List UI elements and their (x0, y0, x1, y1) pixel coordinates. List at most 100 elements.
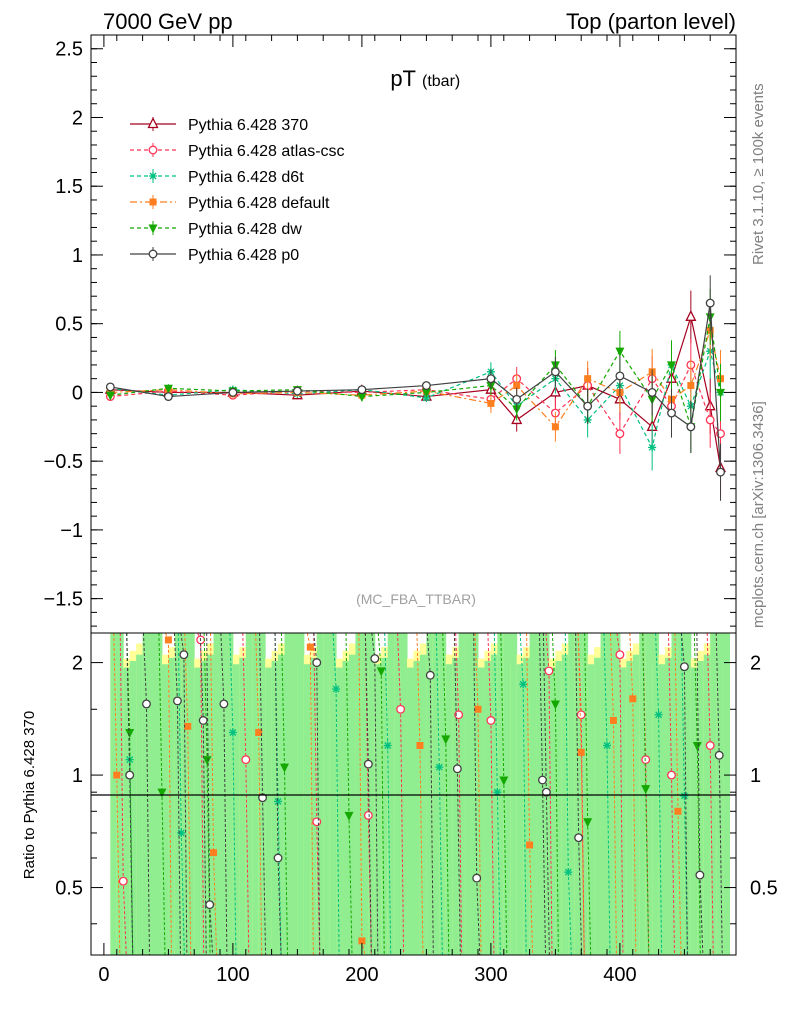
ratio-point (205, 900, 215, 910)
ratio-point (641, 755, 651, 765)
band-green (303, 664, 311, 955)
band-green (478, 667, 485, 955)
ratio-line (500, 632, 505, 781)
ratio-point (452, 764, 462, 774)
data-point (686, 422, 696, 432)
data-point (487, 399, 495, 407)
data-point (513, 382, 521, 390)
band-green (374, 664, 382, 955)
data-point (163, 384, 173, 394)
band-green (252, 633, 260, 955)
ratio-line (655, 632, 660, 715)
data-point (615, 347, 625, 357)
ratio-point (312, 817, 322, 827)
band-green (703, 654, 711, 955)
band-green (110, 633, 118, 955)
x-tick-label: 0 (98, 964, 109, 986)
band-green (265, 667, 273, 955)
data-point (667, 361, 676, 371)
ratio-line (542, 632, 547, 793)
ratio-point (493, 788, 502, 797)
ratio-point (157, 788, 167, 798)
ratio-line (551, 632, 556, 704)
ratio-line (619, 654, 624, 956)
ratio-line (493, 632, 498, 793)
ratio-line (284, 767, 288, 956)
ratio-y-tick-label-right: 0.5 (750, 878, 778, 900)
ratio-line (184, 632, 189, 727)
main-y-tick-label: −0.5 (44, 451, 83, 473)
band-green (323, 633, 331, 955)
ratio-point (142, 699, 151, 709)
ratio-point (280, 763, 289, 773)
band-green (349, 654, 356, 955)
band-green (548, 667, 556, 955)
ratio-point (615, 650, 625, 660)
band-green (613, 633, 621, 955)
ratio-point (641, 785, 651, 795)
legend-marker (149, 172, 157, 180)
ratio-point (654, 710, 663, 719)
band-green (207, 654, 215, 955)
ratio-line (177, 632, 182, 833)
ratio-point (358, 937, 366, 945)
data-point (228, 387, 238, 397)
band-green (607, 633, 614, 955)
band-green (194, 667, 202, 955)
band-green (587, 664, 595, 955)
ratio-y-tick-label-right: 1 (750, 765, 761, 787)
legend-label: Pythia 6.428 370 (188, 117, 308, 134)
band-green (123, 667, 131, 955)
band-green (336, 667, 344, 955)
ratio-point (312, 658, 322, 668)
data-point (357, 393, 367, 403)
ratio-point (629, 695, 637, 703)
band-green (536, 633, 543, 955)
ratio-line (438, 767, 443, 956)
legend-marker (148, 145, 158, 155)
band-green (419, 654, 427, 955)
ratio-point (306, 643, 314, 651)
ratio-point (454, 710, 464, 720)
data-point (716, 467, 725, 477)
ratio-point (383, 741, 392, 750)
ratio-point (179, 650, 189, 660)
ratio-line (429, 675, 434, 956)
ratio-panel: 0.5 0.5 1 1 2 2 0 100 200 300 400 Ratio to Pythia… (21, 35, 778, 986)
band-green (161, 664, 169, 955)
data-point (163, 392, 173, 401)
band-green (652, 633, 660, 955)
x-tick-label: 200 (345, 964, 378, 986)
ratio-y-tick-label: 0.5 (55, 878, 83, 900)
x-tick-label: 100 (216, 964, 249, 986)
ratio-line (526, 632, 531, 845)
ratio-line (587, 821, 592, 956)
ratio-y-label: Ratio to Pythia 6.428 370 (21, 711, 38, 879)
data-point (583, 401, 593, 411)
ratio-line (259, 632, 264, 798)
ratio-line (699, 875, 704, 956)
ratio-point (118, 876, 128, 886)
data-point (584, 375, 592, 383)
ratio-line (668, 632, 672, 776)
ratio-line (426, 632, 431, 676)
legend-marker (148, 224, 158, 234)
ratio-line (567, 872, 572, 956)
band-green (600, 633, 608, 955)
ratio-line (258, 732, 263, 956)
ratio-point (695, 870, 705, 880)
band-green (329, 633, 337, 955)
x-tick-label: 300 (474, 964, 507, 986)
ratio-point (125, 770, 135, 780)
ratio-line (187, 726, 192, 956)
ratio-point (202, 756, 212, 766)
ratio-point (363, 759, 373, 769)
ratio-line (113, 632, 118, 776)
ratio-line (416, 632, 421, 746)
band-green (407, 667, 414, 955)
ratio-line (316, 662, 321, 956)
ratio-uncertainty-band (110, 633, 731, 955)
ratio-line (442, 632, 447, 739)
band-green (368, 633, 376, 955)
header-left: 7000 GeV pp (103, 9, 233, 34)
